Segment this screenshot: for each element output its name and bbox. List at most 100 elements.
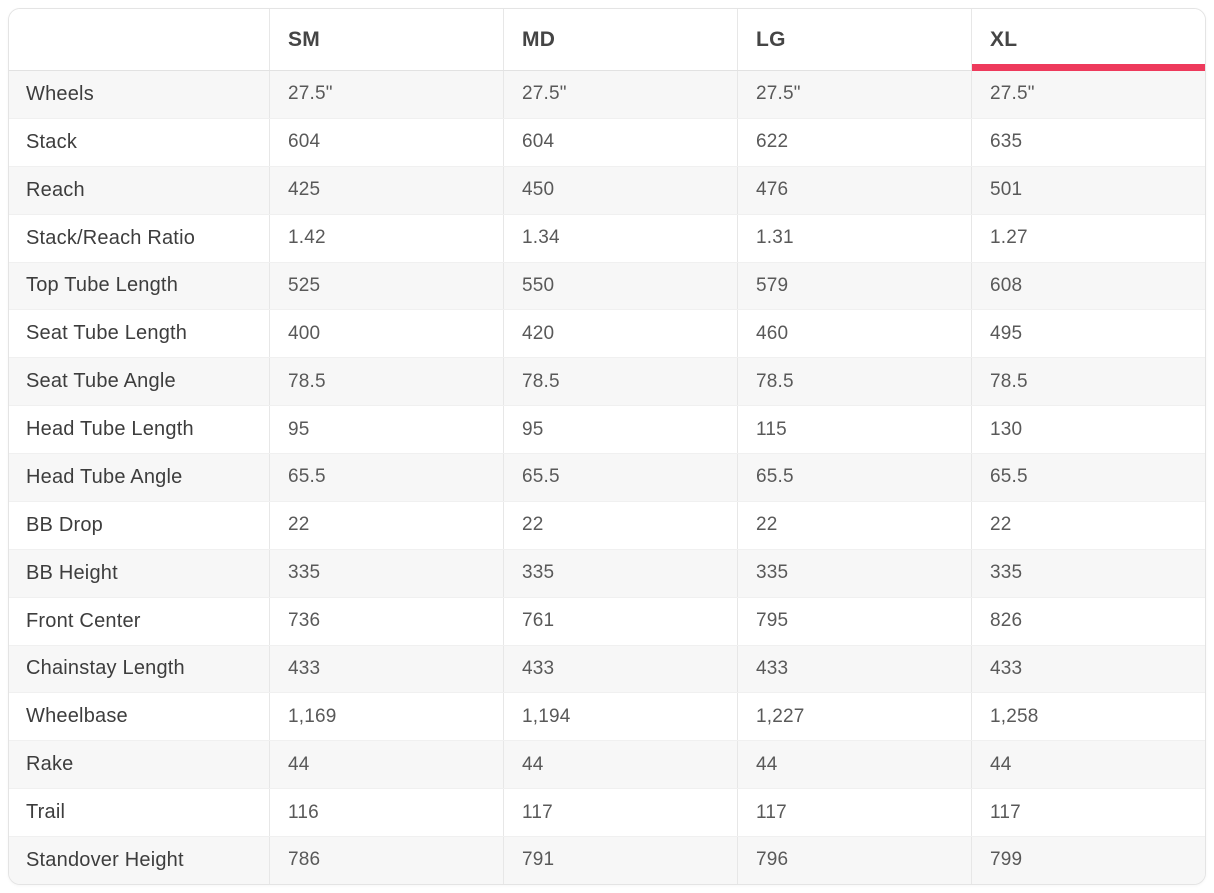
row-label: Head Tube Angle (26, 465, 183, 488)
cell-value: 635 (971, 118, 1205, 166)
cell-value: 460 (737, 310, 971, 358)
cell-value: 95 (503, 406, 737, 453)
cell-value: 550 (503, 262, 737, 310)
cell-value: 78.5 (971, 358, 1205, 406)
cell-value: 525 (269, 262, 503, 310)
cell-value: 27.5" (269, 71, 503, 118)
column-header-label: SM (288, 27, 321, 51)
cell-value: 95 (269, 406, 503, 453)
row-label: Standover Height (26, 848, 184, 871)
cell-value: 117 (737, 789, 971, 836)
cell-value: 450 (503, 166, 737, 214)
row-label: Top Tube Length (26, 274, 179, 297)
cell-value: 44 (971, 741, 1205, 789)
cell-value: 78.5 (737, 358, 971, 406)
cell-value: 22 (269, 501, 503, 549)
column-header-sm[interactable]: SM (269, 9, 503, 70)
cell-value: 799 (971, 837, 1205, 884)
row-label: BB Drop (26, 513, 103, 536)
cell-value: 65.5 (503, 454, 737, 501)
table-row: Chainstay Length 433 433 433 433 (9, 645, 1205, 694)
cell-value: 335 (971, 549, 1205, 597)
table-row: Head Tube Angle 65.5 65.5 65.5 65.5 (9, 454, 1205, 502)
column-header-xl[interactable]: XL (971, 9, 1205, 71)
cell-value: 791 (503, 837, 737, 884)
cell-value: 78.5 (503, 358, 737, 406)
cell-value: 433 (971, 645, 1205, 693)
cell-value: 44 (269, 741, 503, 789)
cell-value: 1.31 (737, 214, 971, 262)
cell-value: 78.5 (269, 358, 503, 406)
cell-value: 65.5 (269, 454, 503, 501)
cell-value: 795 (737, 597, 971, 645)
cell-value: 604 (269, 118, 503, 166)
cell-value: 1,227 (737, 693, 971, 741)
table-row: Trail 116 117 117 117 (9, 789, 1205, 837)
column-header-lg[interactable]: LG (737, 9, 971, 70)
row-label: Seat Tube Length (26, 322, 188, 345)
cell-value: 608 (971, 262, 1205, 310)
cell-value: 22 (503, 501, 737, 549)
cell-value: 115 (737, 406, 971, 453)
cell-value: 117 (971, 789, 1205, 836)
table-row: BB Height 335 335 335 335 (9, 549, 1205, 598)
cell-value: 1.42 (269, 214, 503, 262)
cell-value: 433 (737, 645, 971, 693)
row-label: BB Height (26, 561, 118, 584)
column-header-label: MD (522, 27, 556, 51)
table-row: Top Tube Length 525 550 579 608 (9, 262, 1205, 311)
cell-value: 622 (737, 118, 971, 166)
row-label: Front Center (26, 609, 141, 632)
cell-value: 117 (503, 789, 737, 836)
cell-value: 335 (737, 549, 971, 597)
cell-value: 44 (503, 741, 737, 789)
cell-value: 501 (971, 166, 1205, 214)
table-row: Seat Tube Length 400 420 460 495 (9, 310, 1205, 359)
cell-value: 1,258 (971, 693, 1205, 741)
row-label: Chainstay Length (26, 657, 185, 680)
cell-value: 1,169 (269, 693, 503, 741)
table-header-row: SM MD LG XL (9, 9, 1205, 71)
row-label: Head Tube Length (26, 418, 194, 441)
table-row: Standover Height 786 791 796 799 (9, 837, 1205, 884)
table-row: Wheels 27.5" 27.5" 27.5" 27.5" (9, 71, 1205, 119)
cell-value: 1.27 (971, 214, 1205, 262)
cell-value: 116 (269, 789, 503, 836)
row-label: Seat Tube Angle (26, 370, 176, 393)
cell-value: 335 (503, 549, 737, 597)
corner-cell (9, 9, 269, 70)
cell-value: 65.5 (971, 454, 1205, 501)
cell-value: 44 (737, 741, 971, 789)
table-row: BB Drop 22 22 22 22 (9, 501, 1205, 550)
row-label: Wheelbase (26, 705, 128, 728)
table-row: Front Center 736 761 795 826 (9, 597, 1205, 646)
cell-value: 786 (269, 837, 503, 884)
row-label: Stack (26, 130, 78, 153)
cell-value: 27.5" (503, 71, 737, 118)
cell-value: 65.5 (737, 454, 971, 501)
cell-value: 433 (269, 645, 503, 693)
cell-value: 736 (269, 597, 503, 645)
table-body: Wheels 27.5" 27.5" 27.5" 27.5" Stack 604… (9, 71, 1205, 884)
table-row: Reach 425 450 476 501 (9, 166, 1205, 215)
cell-value: 1.34 (503, 214, 737, 262)
row-label: Rake (26, 753, 74, 776)
row-label: Reach (26, 178, 85, 201)
cell-value: 826 (971, 597, 1205, 645)
row-label: Wheels (26, 82, 94, 105)
table-row: Stack 604 604 622 635 (9, 118, 1205, 167)
column-header-label: XL (990, 27, 1018, 51)
cell-value: 476 (737, 166, 971, 214)
cell-value: 425 (269, 166, 503, 214)
cell-value: 130 (971, 406, 1205, 453)
table-row: Wheelbase 1,169 1,194 1,227 1,258 (9, 693, 1205, 742)
column-header-md[interactable]: MD (503, 9, 737, 70)
geometry-table: SM MD LG XL Wheels 27.5" 27.5" 27.5" 27.… (8, 8, 1206, 885)
row-label: Trail (26, 801, 66, 824)
table-row: Stack/Reach Ratio 1.42 1.34 1.31 1.27 (9, 214, 1205, 263)
cell-value: 27.5" (737, 71, 971, 118)
cell-value: 433 (503, 645, 737, 693)
cell-value: 400 (269, 310, 503, 358)
cell-value: 495 (971, 310, 1205, 358)
table-row: Rake 44 44 44 44 (9, 741, 1205, 790)
